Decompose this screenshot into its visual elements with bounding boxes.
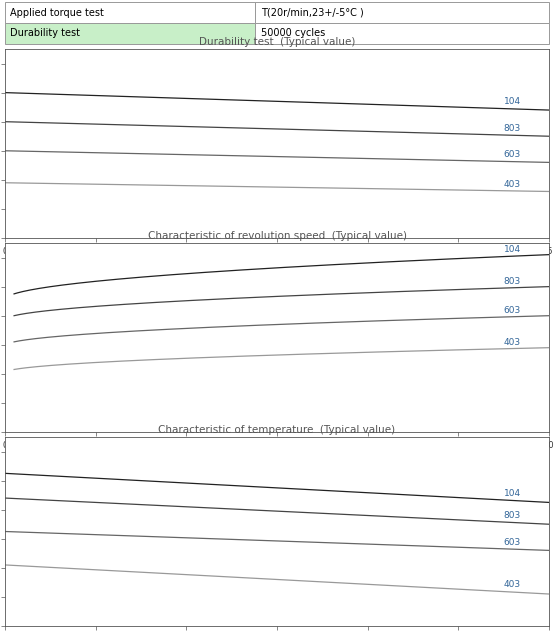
Text: Applied torque test: Applied torque test [11,8,104,18]
X-axis label: Number of cycles  ( X 10000 Cycle): Number of cycles ( X 10000 Cycle) [191,259,363,269]
Text: 403: 403 [504,581,521,589]
Text: 803: 803 [504,277,521,286]
Text: 603: 603 [504,538,521,546]
Text: 104: 104 [504,245,521,254]
Text: 104: 104 [504,97,521,107]
Bar [255,2,549,23]
X-axis label: Revolution per minute  ( r/min): Revolution per minute ( r/min) [201,453,353,463]
Text: 803: 803 [504,511,521,520]
Bar [5,23,255,44]
Text: 104: 104 [504,489,521,498]
Text: 50000 cycles: 50000 cycles [261,28,325,38]
Text: 603: 603 [504,306,521,315]
Title: Characteristic of revolution speed  (Typical value): Characteristic of revolution speed (Typi… [147,231,407,241]
Text: T(20r/min,23+/-5°C ): T(20r/min,23+/-5°C ) [261,8,363,18]
Text: 403: 403 [504,338,521,346]
Title: Durability test  (Typical value): Durability test (Typical value) [199,37,355,47]
Text: Durability test: Durability test [11,28,80,38]
Title: Characteristic of temperature  (Typical value): Characteristic of temperature (Typical v… [158,425,396,435]
Text: 803: 803 [504,124,521,133]
Bar [5,2,255,23]
Text: 403: 403 [504,180,521,189]
Text: 603: 603 [504,150,521,159]
Bar [255,23,549,44]
